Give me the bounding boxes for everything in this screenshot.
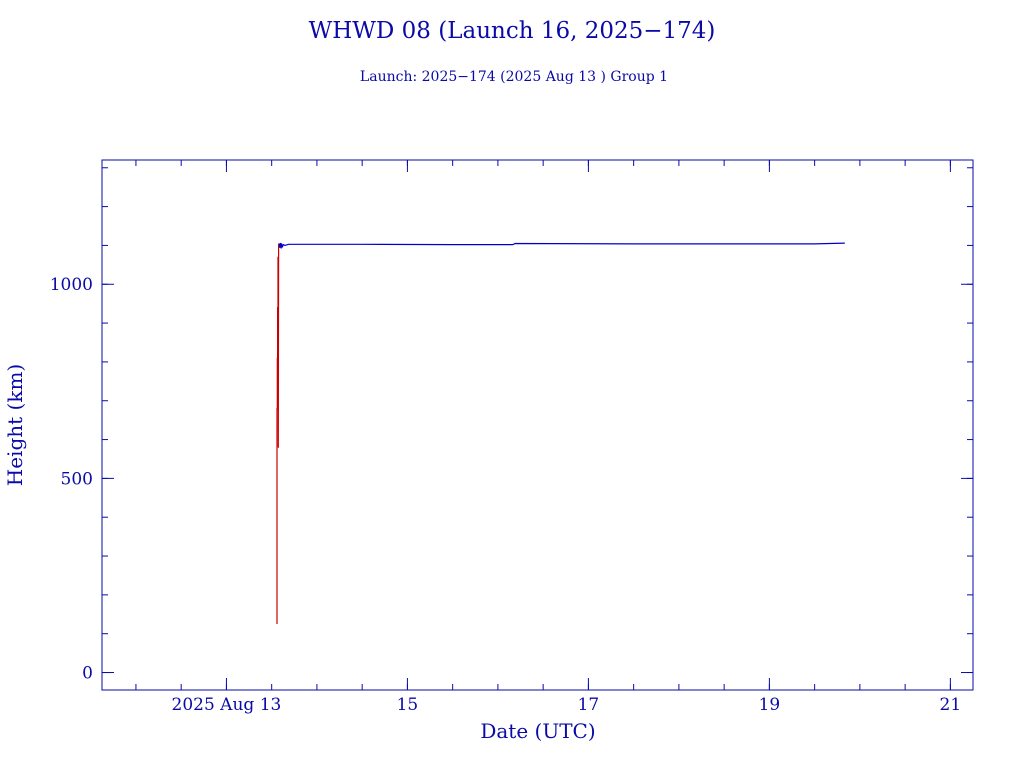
plot-frame <box>101 159 974 691</box>
y-tick-label: 0 <box>82 664 93 684</box>
x-tick-label: 15 <box>397 695 419 715</box>
chart-title: WHWD 08 (Launch 16, 2025−174) <box>309 18 716 44</box>
series-line-1 <box>276 243 280 624</box>
y-axis-label: Height (km) <box>3 364 27 486</box>
x-tick-label: 21 <box>940 695 962 715</box>
series-layer <box>276 242 845 624</box>
x-axis-label: Date (UTC) <box>480 719 595 743</box>
chart-subtitle: Launch: 2025−174 (2025 Aug 13 ) Group 1 <box>360 69 668 85</box>
x-tick-label: 17 <box>578 695 600 715</box>
series-line-2 <box>278 242 845 249</box>
tick-labels-layer: 2025 Aug 13 15 17 19 21 0 500 1000 <box>50 275 961 715</box>
ticks-layer <box>102 160 973 690</box>
y-tick-label: 1000 <box>50 275 93 295</box>
x-tick-label: 19 <box>759 695 781 715</box>
x-tick-label: 2025 Aug 13 <box>172 695 282 715</box>
y-tick-label: 500 <box>61 469 93 489</box>
